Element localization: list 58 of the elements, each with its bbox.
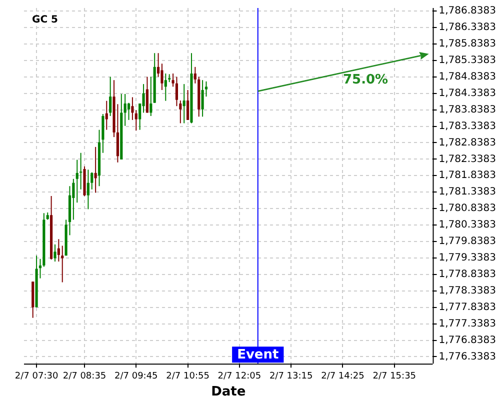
y-tick-label: 1,782.3383 [438, 154, 496, 165]
x-tick-label: 2/7 07:30 [14, 371, 58, 382]
candlestick [124, 93, 126, 126]
candlestick [72, 178, 75, 220]
candlestick [86, 169, 90, 210]
x-axis-title: Date [211, 384, 246, 400]
candlestick [134, 110, 138, 131]
annotation: 75.0% [342, 72, 388, 88]
x-tick-label: 2/7 09:45 [114, 371, 158, 382]
y-tick-label: 1,785.3383 [438, 55, 496, 66]
candlestick [131, 96, 134, 120]
candlestick [150, 76, 152, 116]
y-tick-label: 1,776.3383 [438, 351, 496, 362]
candlestick [90, 172, 94, 190]
y-tick-label: 1,786.3383 [438, 22, 496, 34]
y-tick-label: 1,784.8383 [438, 71, 496, 82]
y-tick-label: 1,777.8383 [438, 302, 496, 313]
y-tick-label: 1,778.8383 [438, 269, 496, 280]
y-tick-label: 1,777.3383 [438, 318, 496, 330]
x-tick-label: 2/7 08:35 [62, 371, 106, 382]
y-tick-label: 1,783.3383 [438, 120, 496, 132]
y-tick-label: 1,783.8383 [438, 104, 496, 116]
text: GC 5 [32, 14, 58, 26]
candlestick [182, 84, 186, 124]
x-tick-label: 2/7 15:35 [372, 371, 416, 382]
y-tick-label: 1,782.8383 [438, 137, 496, 148]
x-tick-label: 2/7 13:15 [269, 371, 313, 382]
y-tick-label: 1,786.8383 [438, 6, 496, 17]
candlestick [194, 66, 196, 84]
candlestick [127, 102, 130, 120]
y-tick-label: 1,779.3383 [438, 252, 496, 264]
y-tick-label: 1,781.3383 [438, 186, 496, 198]
candlestick [109, 76, 112, 116]
candlestick [61, 245, 64, 283]
y-tick-label: 1,779.8383 [438, 236, 496, 248]
candlestick [57, 238, 60, 262]
x-tick-label: 2/7 12:05 [218, 371, 262, 382]
x-tick-label: 2/7 10:55 [166, 371, 210, 382]
candlestick [186, 89, 190, 120]
y-tick-label: 1,776.8383 [438, 334, 496, 346]
y-tick-label: 1,780.8383 [438, 203, 496, 214]
ref-line-label: Event [237, 347, 279, 362]
y-tick-label: 1,778.3383 [438, 285, 496, 296]
candlestick [146, 76, 149, 114]
x-tick-label: 2/7 14:25 [321, 371, 364, 382]
candlestick [80, 152, 82, 190]
y-tick-label: 1,784.3383 [438, 88, 496, 99]
candlestick [164, 73, 167, 102]
candlestick [201, 80, 204, 118]
y-tick-label: 1,781.8383 [438, 170, 496, 182]
candlestick [54, 244, 56, 262]
candlestick [179, 100, 182, 124]
candlestick [94, 146, 97, 194]
y-tick-label: 1,785.8383 [438, 38, 496, 50]
candlestick [76, 159, 78, 204]
candlestick [105, 100, 108, 130]
y-tick-label: 1,780.3383 [438, 220, 496, 231]
candlestick [175, 76, 178, 107]
